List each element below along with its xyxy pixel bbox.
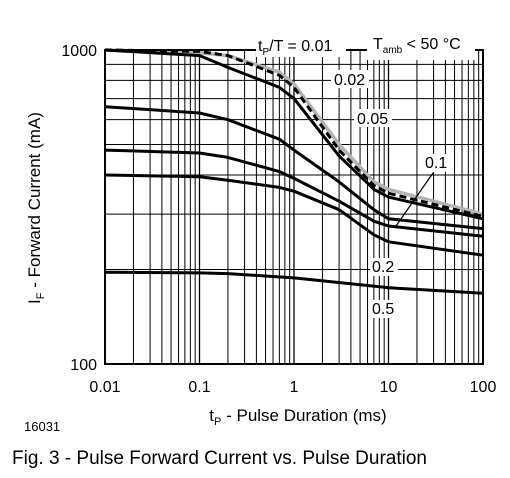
condition-label: Tamb < 50 °C	[367, 32, 475, 60]
series-line-0.5	[104, 270, 484, 295]
series-line-0.05	[104, 105, 484, 231]
x-axis-label: tP - Pulse Duration (ms)	[209, 406, 386, 428]
y-tick-label: 100	[70, 357, 97, 374]
x-tick-label: 1	[290, 379, 299, 396]
figure-id: 16031	[24, 419, 60, 434]
x-tick-labels: 0.01 0.1 1 10 100	[89, 379, 496, 396]
y-tick-labels: 100 1000	[61, 43, 97, 374]
series-label-0.5: 0.5	[372, 301, 394, 318]
series-labels: tP/T = 0.01 0.02 0.05 0.1 0.2 0.5	[256, 35, 450, 318]
series-label-0.1-leader	[395, 172, 434, 227]
series-line-0.02	[104, 48, 484, 221]
x-tick-label: 100	[470, 379, 497, 396]
x-tick-label: 0.1	[188, 379, 210, 396]
series-line-0.1	[104, 148, 484, 238]
y-tick-label: 1000	[61, 43, 97, 60]
series-lines	[104, 48, 484, 295]
series-label-0.01: tP/T = 0.01	[258, 38, 333, 58]
figure-caption: Fig. 3 - Pulse Forward Current vs. Pulse…	[12, 448, 427, 469]
series-line-dashed	[104, 48, 484, 218]
y-axis-label: IF - Forward Current (mA)	[25, 112, 47, 304]
series-label-0.05: 0.05	[357, 111, 388, 128]
grid	[105, 50, 483, 364]
series-label-0.02: 0.02	[334, 72, 365, 89]
series-label-0.2: 0.2	[372, 259, 394, 276]
series-label-0.1: 0.1	[425, 155, 447, 172]
x-tick-label: 0.01	[89, 379, 120, 396]
x-tick-label: 10	[380, 379, 398, 396]
series-line-0.2	[104, 173, 484, 257]
